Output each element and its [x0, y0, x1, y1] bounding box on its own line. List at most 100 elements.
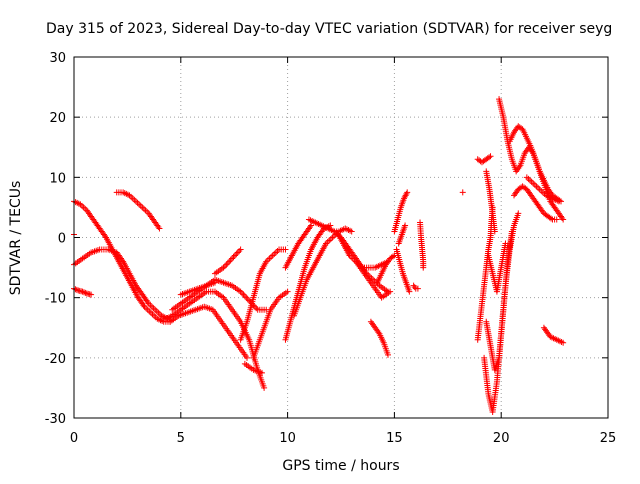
x-tick-label: 5 [177, 431, 185, 446]
y-tick-label: 20 [49, 111, 66, 126]
data-point [491, 228, 498, 235]
data-point [487, 153, 494, 160]
data-point [226, 258, 233, 265]
data-point [224, 260, 231, 267]
y-tick-label: -20 [45, 352, 66, 367]
x-tick-label: 0 [70, 431, 78, 446]
series-track-32 [485, 240, 509, 295]
series-track-11 [250, 288, 291, 361]
series-track-26 [459, 189, 466, 196]
data-point [515, 210, 522, 217]
series-track-28 [474, 153, 494, 166]
series-track-20 [374, 252, 398, 286]
data-point [221, 263, 228, 270]
y-tick-label: 30 [49, 51, 66, 66]
data-point [553, 216, 560, 223]
data-point [240, 291, 247, 298]
data-point [261, 384, 268, 391]
data-point [239, 290, 246, 297]
series-track-19 [367, 318, 391, 358]
series-track-05 [162, 288, 268, 391]
series-track-24 [410, 282, 421, 292]
data-point [79, 288, 86, 295]
series-track-02 [71, 246, 171, 322]
data-point [502, 240, 509, 247]
series-track-33 [496, 96, 567, 223]
series-track-29 [483, 168, 498, 235]
data-point [284, 288, 291, 295]
data-point [230, 254, 237, 261]
y-tick-label: -30 [45, 412, 66, 427]
series-track-10 [237, 246, 289, 343]
data-point [211, 279, 218, 286]
data-point [88, 291, 95, 298]
series-track-14 [282, 222, 315, 271]
data-point [508, 228, 515, 235]
series-track-21 [391, 189, 411, 235]
data-point [411, 284, 418, 291]
series-track-35 [511, 183, 560, 223]
data-point [244, 354, 251, 361]
series-track-12 [241, 360, 265, 376]
data-point [233, 251, 240, 258]
data-point [406, 288, 413, 295]
data-point [82, 289, 89, 296]
chart-title: Day 315 of 2023, Sidereal Day-to-day VTE… [46, 21, 612, 37]
data-point [387, 288, 394, 295]
data-point [72, 286, 79, 293]
data-point [73, 286, 80, 293]
series-track-22 [393, 246, 413, 295]
data-point [282, 246, 289, 253]
data-point [236, 248, 243, 255]
data-point [404, 189, 411, 196]
data-point [243, 294, 250, 301]
data-point [258, 369, 265, 376]
data-point [234, 249, 241, 256]
series-track-37 [540, 324, 567, 346]
x-tick-label: 15 [386, 431, 403, 446]
data-point [420, 264, 427, 271]
series-track-36 [523, 174, 562, 205]
data-point [231, 252, 238, 259]
series-track-23 [395, 222, 409, 247]
series-track-06 [167, 303, 251, 361]
data-marks [71, 96, 567, 415]
data-point [548, 215, 555, 222]
data-point [237, 246, 244, 253]
data-point [156, 225, 163, 232]
data-point [560, 339, 567, 346]
x-tick-label: 20 [493, 431, 510, 446]
series-track-31 [483, 228, 515, 373]
series-track-34 [506, 123, 565, 205]
y-tick-label: 10 [49, 171, 66, 186]
data-point [560, 216, 567, 223]
series-track-25 [417, 219, 427, 271]
data-point [80, 289, 87, 296]
y-tick-label: 0 [58, 232, 66, 247]
y-tick-label: -10 [45, 292, 66, 307]
x-tick-labels: 0 5 10 15 20 25 [70, 431, 616, 446]
y-axis-label: SDTVAR / TECUs [8, 181, 24, 296]
series-track-17 [333, 228, 391, 271]
data-point [223, 261, 230, 268]
x-tick-label: 10 [279, 431, 296, 446]
x-axis-label: GPS time / hours [282, 458, 399, 474]
data-point [229, 255, 236, 262]
x-tick-label: 25 [600, 431, 617, 446]
series-track-18 [352, 258, 394, 301]
series-track-08 [177, 279, 218, 298]
data-point [402, 222, 409, 229]
data-point [308, 222, 315, 229]
series-track-09 [211, 246, 244, 277]
series-track-01 [71, 198, 174, 325]
series-track-13 [282, 222, 334, 343]
data-point [459, 189, 466, 196]
data-point [227, 257, 234, 264]
series-track-04 [113, 189, 163, 232]
data-point [486, 154, 493, 161]
data-point [241, 293, 248, 300]
data-point [348, 228, 355, 235]
data-point [555, 198, 562, 205]
data-point [384, 351, 391, 358]
